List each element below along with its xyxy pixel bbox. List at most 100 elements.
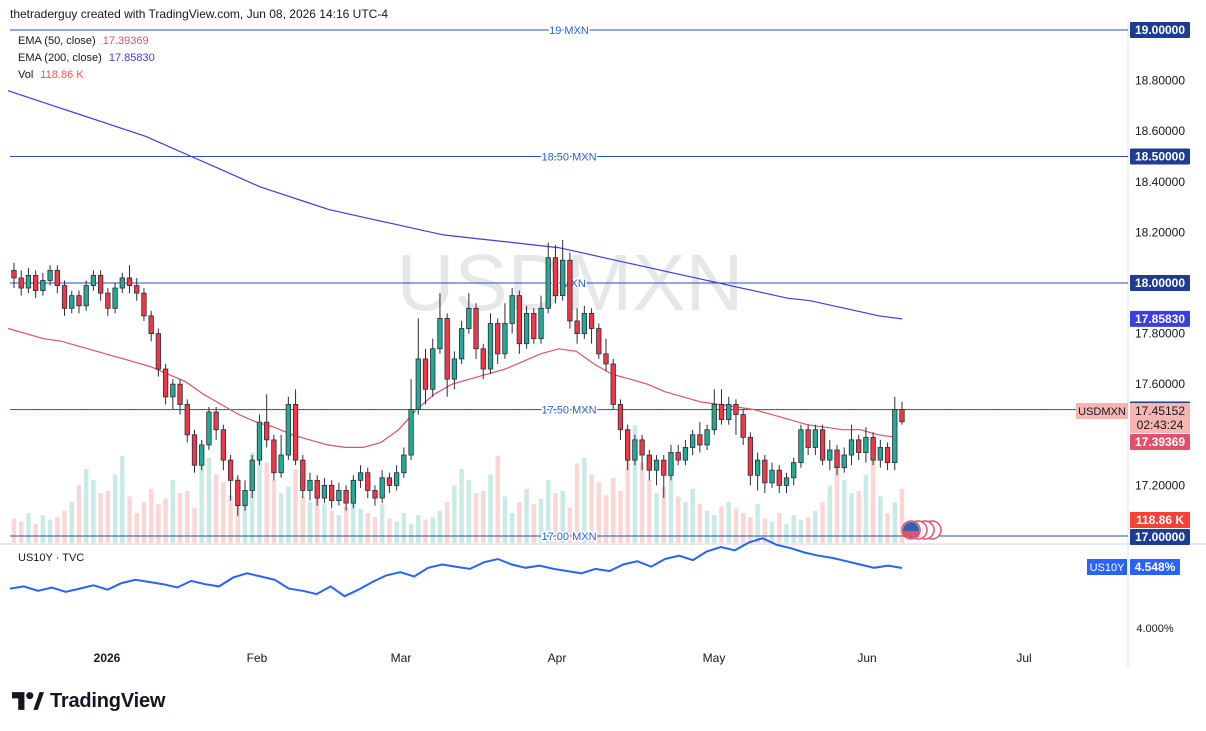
candle-body [271,439,277,474]
candle-body [408,409,414,456]
candle-body [740,414,746,438]
volume-bar [307,502,313,543]
candle-body [18,277,24,289]
level-badge-box [1130,529,1190,545]
candle-body [798,429,804,464]
volume-bar [495,455,500,543]
candle-body [769,469,775,484]
candle-body [444,318,450,380]
candle-body [560,259,566,297]
time-axis-label: Mar [391,651,412,665]
candle-body [105,292,111,309]
us10y-name-text: US10Y [1090,562,1126,574]
candle-body [596,328,602,355]
volume-bar [127,496,132,543]
lower-pane-legend[interactable]: US10Y · TVC [18,552,84,564]
candle-body [278,454,284,474]
volume-bar [654,493,659,543]
volume-bar [105,491,111,543]
volume-bar [639,462,645,543]
volume-bar [596,482,602,543]
volume-bar [553,493,558,543]
candle-body [473,307,479,350]
volume-bar [459,469,464,543]
candle-body [11,269,17,279]
candle-body [213,411,219,431]
candle-body [827,449,833,461]
volume-bar [314,488,320,543]
volume-bar [278,493,284,543]
volume-bar [185,491,190,543]
candle-body [661,459,667,476]
candle-body [812,429,819,448]
countdown-text: 02:43:24 [1137,418,1184,432]
candle-body [516,295,523,345]
level-badge-box [1130,22,1190,38]
candle-body [791,462,797,479]
tradingview-logo[interactable]: TradingView [12,688,165,714]
candle-body [848,439,855,456]
legend-volume-value: 118.86 K [40,69,84,81]
candle-body [646,454,652,471]
volume-bar [192,507,197,543]
candle-body [632,439,638,461]
volume-bar [524,488,529,543]
candle-body [83,285,89,307]
candle-body [119,277,125,289]
candle-body [754,459,761,476]
candle-body [292,404,299,461]
candle-body [220,429,227,461]
price-axis-tick: 17.20000 [1135,478,1185,492]
volume-bar [863,474,869,543]
volume-bar [618,491,623,543]
candle-body [538,307,544,340]
volume-bars [11,425,905,543]
volume-bar [733,508,739,543]
candle-body [834,449,840,469]
legend-volume[interactable]: Vol 118.86 K [18,69,84,81]
candle-body [466,307,472,329]
candle-body [134,285,140,294]
volume-bar [293,469,298,543]
volume-bar [899,488,905,543]
candle-body [343,490,349,504]
candle-body [689,434,696,448]
time-axis-label: Feb [247,651,268,665]
volume-bar [798,519,804,543]
volume-bar [408,524,414,543]
volume-bar [141,502,147,543]
volume-bar [726,502,731,543]
volume-bar [177,493,183,543]
candle-body [675,452,681,461]
candle-body [227,459,234,481]
candle-body [711,404,717,431]
us10y-value-badge-box [1130,559,1180,575]
time-axis-label: Apr [548,651,567,665]
candle-body [718,404,725,421]
volume-bar [76,485,82,543]
candle-body [704,429,710,446]
volume-bar [55,517,60,543]
candle-body [126,277,133,286]
candle-body [603,353,609,365]
legend-ema50[interactable]: EMA (50, close) 17.39369 [18,35,149,47]
candle-body [300,459,306,491]
volume-bar [632,425,638,543]
candle-body [458,328,465,360]
candlesticks [11,239,905,516]
candle-body [329,484,335,501]
candle-body [170,383,176,398]
candle-body [47,269,53,281]
legend-ema200[interactable]: EMA (200, close) 17.85830 [18,52,155,64]
candle-body [415,358,421,410]
candle-body [285,404,291,456]
candle-body [249,459,255,491]
ema50-line [7,327,897,448]
volume-bar [625,452,630,543]
candle-body [155,333,162,370]
ema50-badge-box [1130,434,1190,450]
candle-body [495,323,501,355]
candle-body [480,348,486,370]
candle-body [884,447,891,464]
